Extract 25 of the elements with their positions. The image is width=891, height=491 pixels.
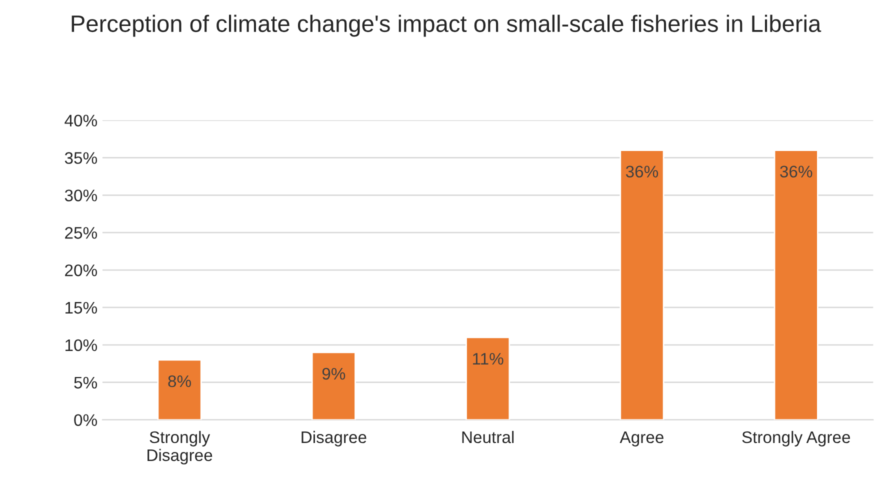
y-tick-label: 40%: [64, 114, 98, 126]
x-tick-label: Disagree: [302, 430, 366, 446]
chart-title: Perception of climate change's impact on small-scale fisheries in Liberia: [72, 14, 822, 37]
bar: [311, 352, 356, 420]
data-label: 36%: [780, 166, 812, 178]
bar: [620, 150, 664, 420]
data-label: 36%: [626, 166, 658, 178]
y-tick-label: 5%: [74, 376, 98, 389]
y-tick-label: 0%: [74, 414, 98, 426]
bar: [157, 359, 202, 420]
y-tick-label: 30%: [64, 190, 98, 202]
x-tick-label: Strongly Agree: [742, 430, 850, 446]
y-tick-label: 35%: [64, 152, 98, 164]
bar: [466, 336, 510, 420]
x-tick-label: Neutral: [462, 430, 514, 444]
data-label: 9%: [322, 368, 346, 380]
y-tick-label: 25%: [65, 227, 98, 239]
x-tick-label: Strongly Disagree: [148, 430, 212, 464]
data-label: 11%: [473, 352, 504, 365]
data-label: 8%: [168, 375, 191, 388]
x-tick-label: Agree: [620, 432, 664, 446]
y-tick-label: 10%: [66, 339, 98, 352]
bar: [774, 150, 818, 420]
y-tick-label: 20%: [65, 264, 98, 276]
y-tick-label: 15%: [66, 302, 98, 314]
